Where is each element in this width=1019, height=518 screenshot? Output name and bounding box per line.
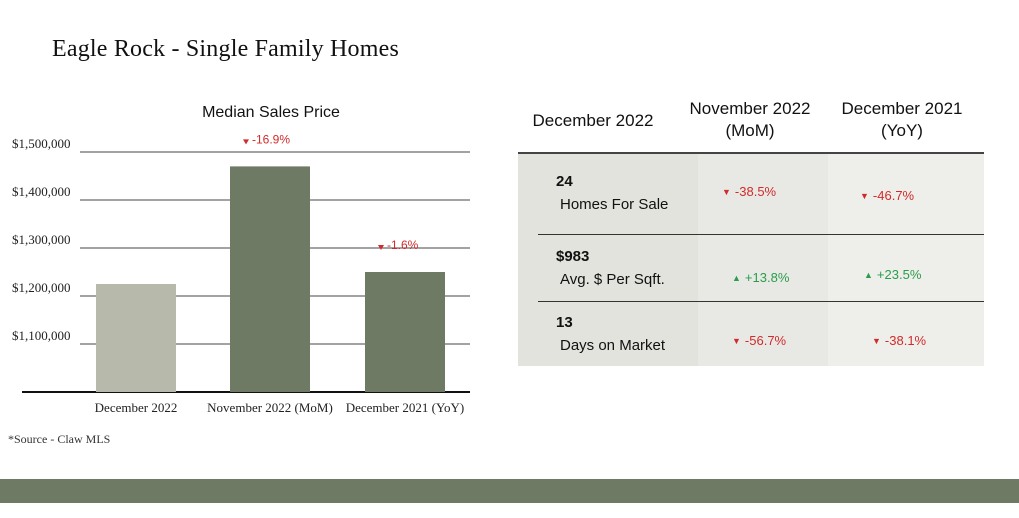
data-label: -16.9%	[252, 132, 290, 146]
y-tick-label: $1,500,000	[12, 136, 71, 151]
down-arrow-icon	[243, 139, 249, 145]
change-mom: ▼ -56.7%	[732, 333, 786, 348]
change-value: +13.8%	[744, 270, 790, 285]
change-yoy: ▼ -38.1%	[872, 333, 926, 348]
up-arrow-icon: ▲	[864, 270, 873, 280]
change-yoy: ▼ -46.7%	[860, 188, 914, 203]
change-value: -46.7%	[872, 188, 915, 203]
table-header-yoy-line2: (YoY)	[881, 121, 923, 140]
change-yoy: ▲ +23.5%	[864, 267, 921, 282]
metric-label: Avg. $ Per Sqft.	[560, 271, 665, 288]
change-value: +23.5%	[876, 267, 922, 282]
table-header-yoy-line1: December 2021	[841, 99, 963, 118]
bar	[230, 166, 310, 392]
metric-label: Days on Market	[560, 337, 666, 354]
table-header-mom-line2: (MoM)	[725, 121, 775, 140]
data-label: -1.6%	[387, 238, 419, 252]
metric-value: 13	[556, 314, 573, 331]
row-divider	[538, 301, 984, 302]
table-header-mom: November 2022 (MoM)	[680, 98, 820, 142]
table-header-current: December 2022	[518, 110, 668, 132]
down-arrow-icon	[378, 245, 384, 250]
stats-table: 24 Homes For Sale ▼ -38.5% ▼ -46.7% $983 A…	[518, 152, 984, 366]
table-header-yoy: December 2021 (YoY)	[832, 98, 972, 142]
y-tick-label: $1,400,000	[12, 184, 71, 199]
bar	[96, 284, 176, 392]
change-mom: ▼ -38.5%	[722, 184, 776, 199]
change-value: -56.7%	[744, 333, 787, 348]
row-divider	[538, 234, 984, 235]
down-arrow-icon: ▼	[872, 336, 881, 346]
x-tick-label: December 2022	[95, 400, 178, 415]
chart-title: Median Sales Price	[202, 104, 340, 121]
down-arrow-icon: ▼	[860, 191, 869, 201]
change-mom: ▲ +13.8%	[732, 270, 789, 285]
column-bg-mom	[698, 152, 828, 366]
metric-value: $983	[556, 248, 590, 265]
change-value: -38.5%	[734, 184, 777, 199]
column-bg-yoy	[828, 152, 984, 366]
metric-value: 24	[556, 173, 573, 190]
x-tick-label: November 2022 (MoM)	[207, 400, 333, 415]
y-tick-label: $1,300,000	[12, 232, 71, 247]
metric-label: Homes For Sale	[560, 196, 669, 213]
column-bg-current	[518, 152, 698, 366]
down-arrow-icon: ▼	[732, 336, 741, 346]
table-top-rule	[518, 152, 984, 154]
y-tick-label: $1,100,000	[12, 328, 71, 343]
metric-days-on-market: 13 Days on Market	[556, 313, 666, 356]
y-tick-label: $1,200,000	[12, 280, 71, 295]
metric-price-per-sqft: $983 Avg. $ Per Sqft.	[556, 247, 665, 290]
footer-band	[0, 479, 1019, 503]
x-tick-label: December 2021 (YoY)	[346, 400, 465, 415]
change-value: -38.1%	[884, 333, 927, 348]
page-title: Eagle Rock - Single Family Homes	[52, 36, 400, 62]
median-price-bar-chart: $1,100,000 $1,200,000 $1,300,000 $1,400,000…	[12, 132, 470, 415]
down-arrow-icon: ▼	[722, 187, 731, 197]
up-arrow-icon: ▲	[732, 273, 741, 283]
metric-homes-for-sale: 24 Homes For Sale	[556, 172, 669, 215]
source-note: *Source - Claw MLS	[8, 432, 111, 446]
table-header-mom-line1: November 2022	[689, 99, 811, 118]
bar	[365, 272, 445, 392]
table-header-current-line1: December 2022	[532, 111, 654, 130]
